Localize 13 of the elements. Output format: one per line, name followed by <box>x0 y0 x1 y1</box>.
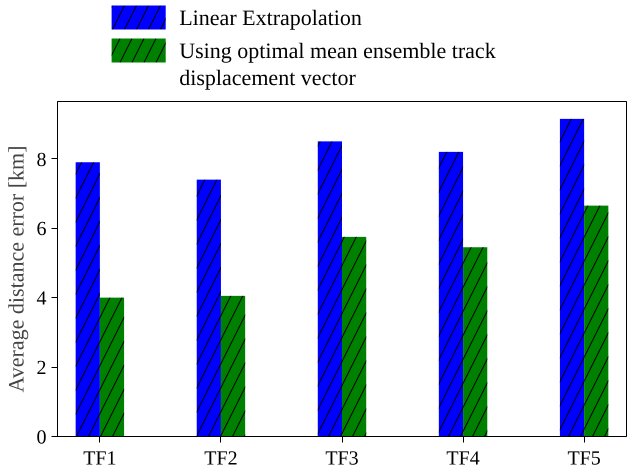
y-tick-label: 0 <box>36 426 46 448</box>
legend-label: Using optimal mean ensemble track displacement vector <box>179 38 496 90</box>
legend-label: Linear Extrapolation <box>179 5 362 30</box>
x-tick-label: TF1 <box>83 448 117 470</box>
x-tick-label: TF5 <box>567 448 601 470</box>
x-tick-label: TF3 <box>325 448 359 470</box>
y-axis-title: Average distance error [km] <box>4 146 28 392</box>
y-tick-label: 4 <box>36 288 46 310</box>
y-tick-label: 6 <box>36 218 46 240</box>
x-tick-label: TF4 <box>446 448 480 470</box>
y-tick-label: 2 <box>36 357 46 380</box>
y-tick-label: 8 <box>36 148 46 171</box>
x-tick-label: TF2 <box>204 448 238 470</box>
